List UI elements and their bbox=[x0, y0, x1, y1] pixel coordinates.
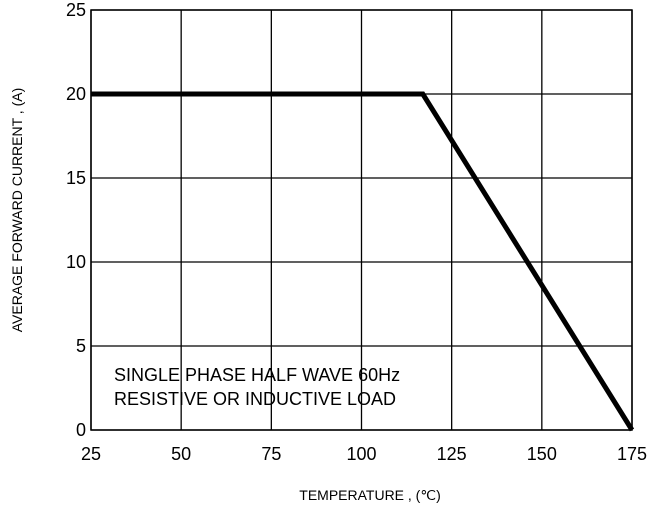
x-axis-title: TEMPERATURE , (℃) bbox=[299, 487, 440, 503]
y-tick-label: 25 bbox=[66, 0, 86, 20]
x-tick-label: 125 bbox=[437, 444, 467, 464]
y-tick-label: 10 bbox=[66, 252, 86, 272]
y-axis-title: AVERAGE FORWARD CURRENT , (A) bbox=[9, 88, 25, 333]
x-tick-label: 25 bbox=[81, 444, 101, 464]
y-tick-label: 15 bbox=[66, 168, 86, 188]
plot-frame bbox=[90, 9, 633, 431]
annotation-line-2: RESISTIVE OR INDUCTIVE LOAD bbox=[114, 389, 396, 409]
y-tick-labels: 0 5 10 15 20 25 bbox=[66, 0, 86, 440]
y-tick-label: 0 bbox=[76, 420, 86, 440]
x-tick-label: 75 bbox=[261, 444, 281, 464]
x-tick-labels: 25 50 75 100 125 150 175 bbox=[81, 444, 647, 464]
y-tick-label: 20 bbox=[66, 84, 86, 104]
x-tick-label: 175 bbox=[617, 444, 647, 464]
x-tick-label: 50 bbox=[171, 444, 191, 464]
series-line bbox=[91, 91, 635, 432]
x-tick-label: 100 bbox=[346, 444, 376, 464]
annotation-line-1: SINGLE PHASE HALF WAVE 60Hz bbox=[114, 365, 400, 385]
y-tick-label: 5 bbox=[76, 336, 86, 356]
x-tick-label: 150 bbox=[527, 444, 557, 464]
